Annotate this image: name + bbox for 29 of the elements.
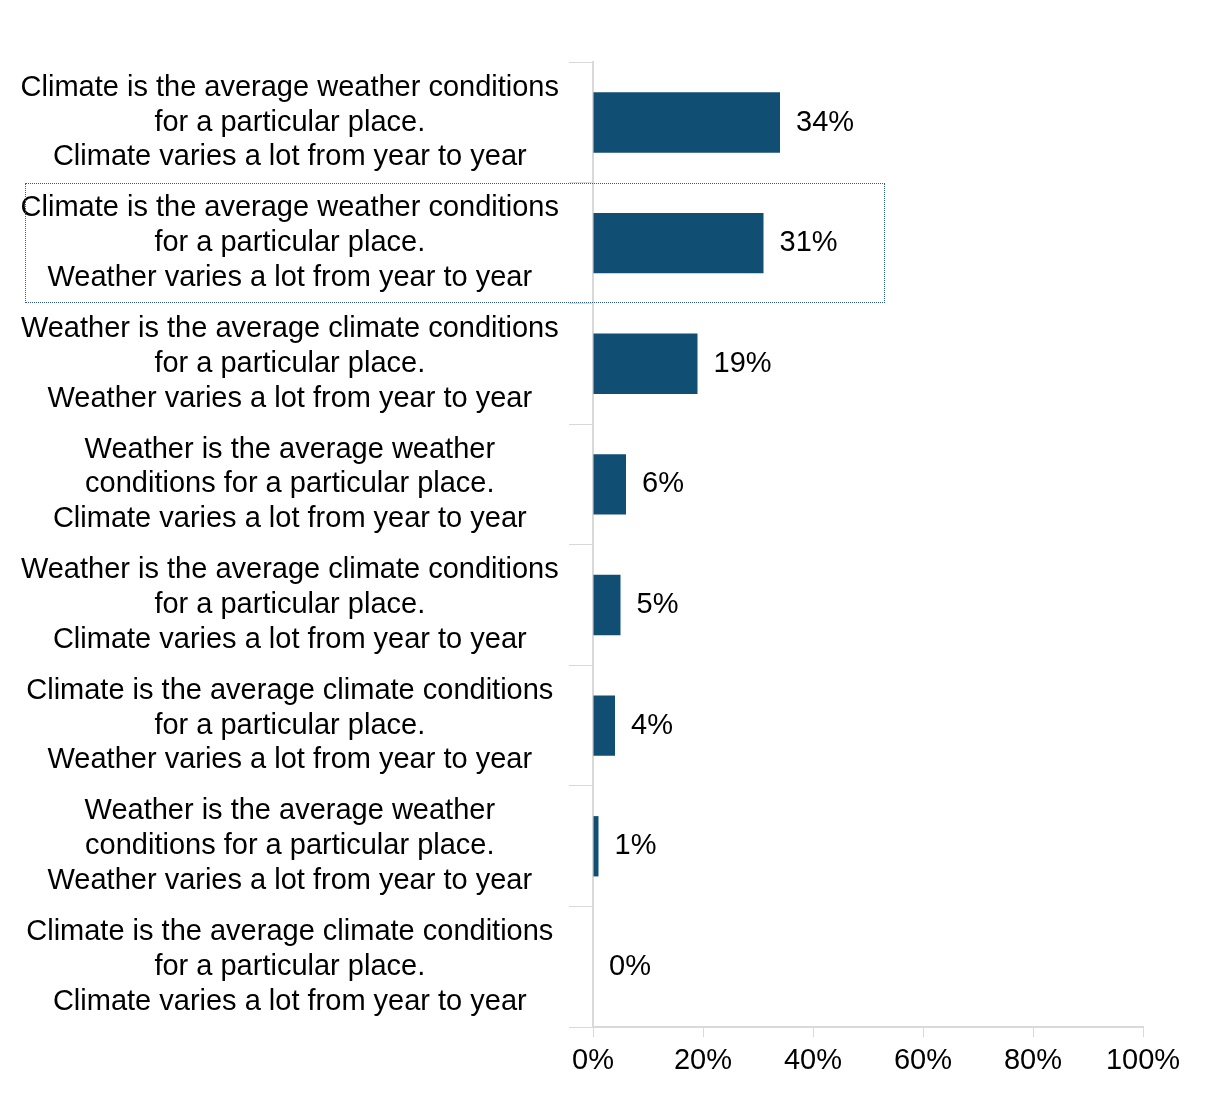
x-tick-label: 0% — [572, 1042, 614, 1075]
data-label: 19% — [713, 345, 772, 378]
y-tick-label: Weather is the average climate conditions for a particular place. Weather varies a lot from year to year — [20, 310, 559, 413]
bar — [593, 454, 626, 515]
bar — [593, 816, 599, 877]
x-tick-label: 100% — [1105, 1042, 1181, 1075]
bar — [593, 92, 780, 153]
data-label: 4% — [631, 707, 673, 740]
bar — [593, 212, 764, 274]
data-label: 5% — [636, 587, 679, 620]
data-label: 31% — [779, 225, 838, 258]
y-tick-label: Weather is the average weather conditions for a particular place. Climate varies a lot from year to year — [52, 431, 528, 534]
data-label: 34% — [796, 104, 855, 137]
x-tick-label: 20% — [673, 1042, 733, 1075]
y-tick-label: Climate is the average weather conditions for a particular place. Weather varies a lot from year to year — [20, 190, 559, 292]
x-tick-label: 40% — [783, 1042, 843, 1075]
x-tick-label: 60% — [893, 1042, 953, 1075]
bar — [593, 333, 698, 394]
y-tick-label: Weather is the average weather conditions for a particular place. Weather varies a lot from year to year — [47, 793, 533, 896]
data-label: 6% — [642, 466, 684, 499]
y-tick-label: Weather is the average climate conditions for a particular place. Climate varies a lot from year to year — [20, 552, 559, 654]
x-tick-label: 80% — [1003, 1042, 1063, 1075]
bar — [593, 574, 621, 636]
y-tick-label: Climate is the average climate conditions for a particular place. Weather varies a lot from year to year — [26, 672, 554, 775]
y-tick-label: Climate is the average climate conditions for a particular place. Climate varies a lot from year to year — [26, 914, 554, 1016]
data-label: 1% — [614, 828, 657, 861]
y-tick-label: Climate is the average weather conditions for a particular place. Climate varies a lot from year to year — [20, 69, 559, 172]
data-label: 0% — [609, 948, 651, 981]
bar — [593, 695, 615, 756]
